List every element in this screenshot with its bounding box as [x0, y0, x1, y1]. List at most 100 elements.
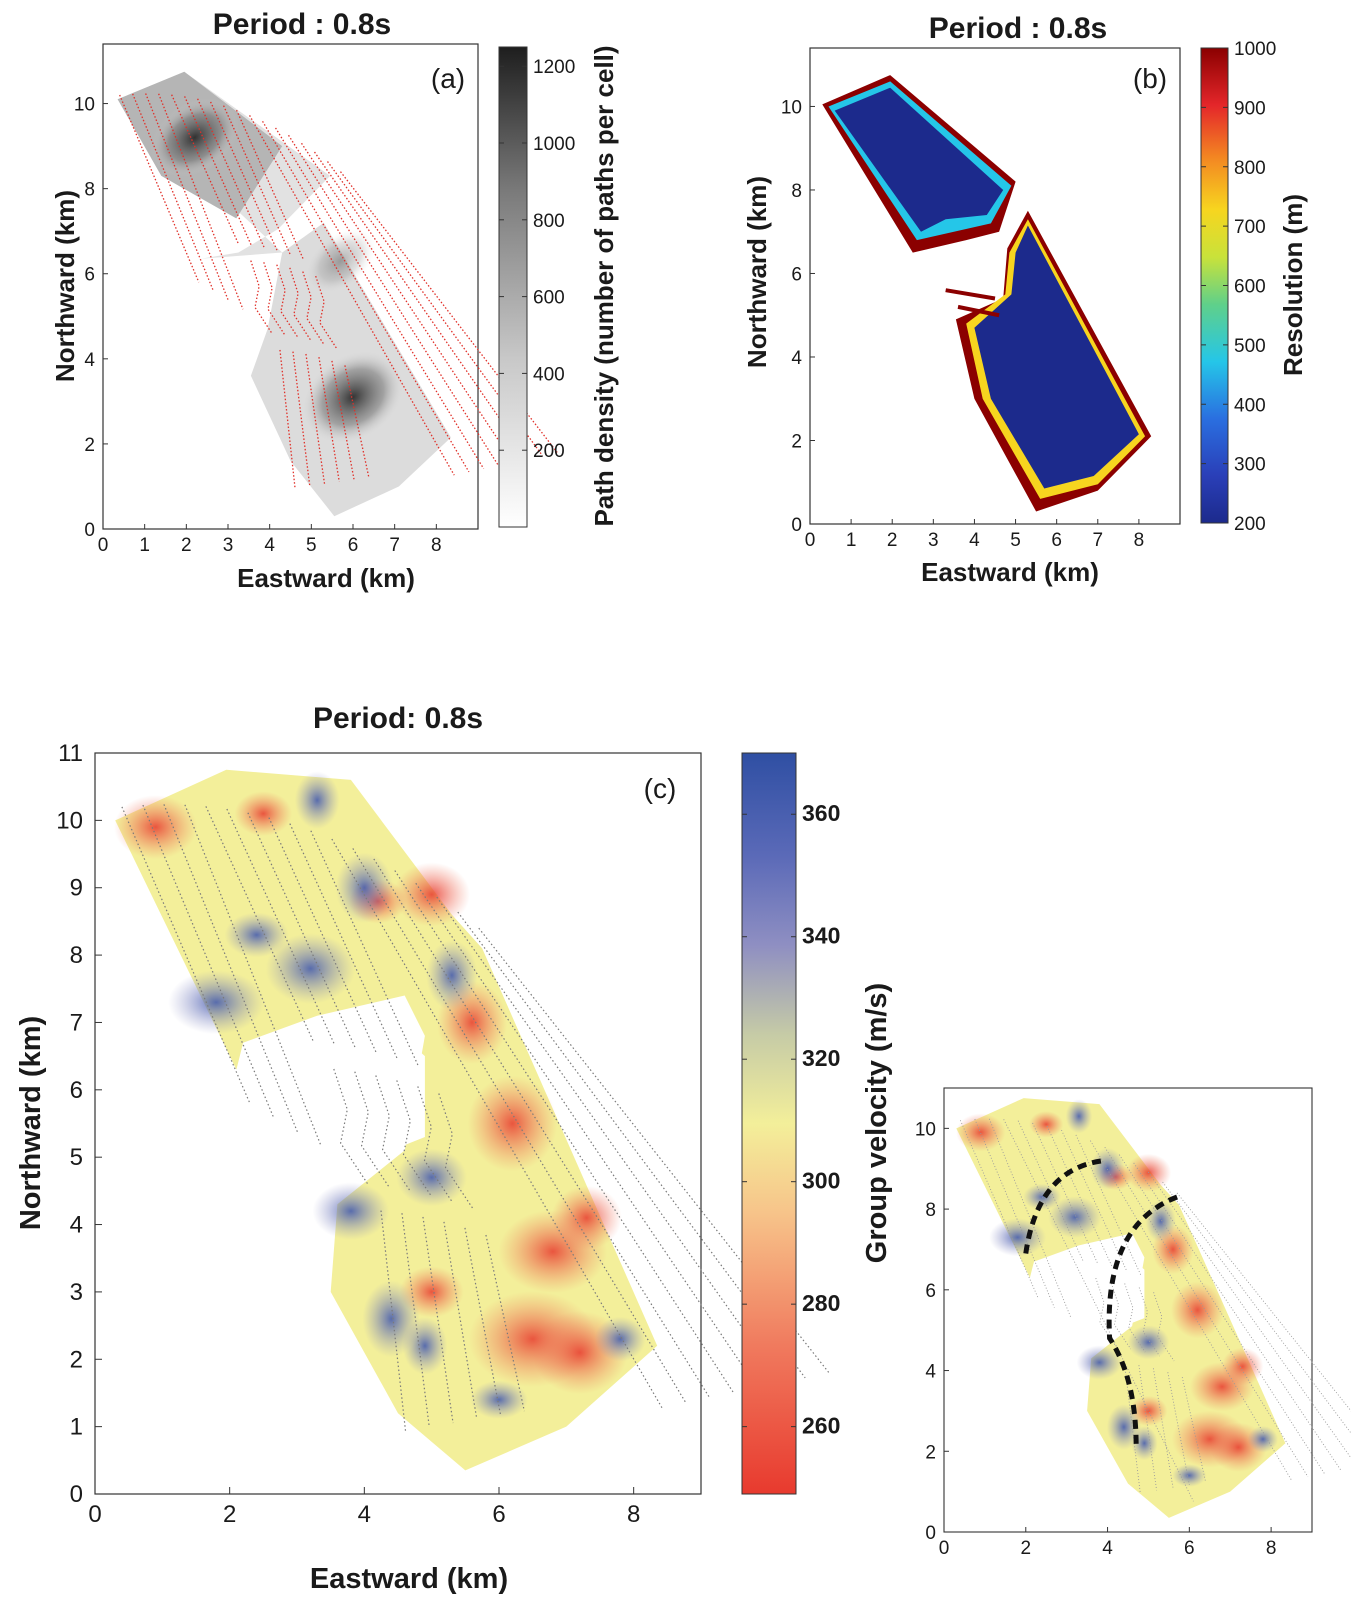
receiver-line [1075, 1134, 1142, 1277]
receiver-line [1138, 1365, 1158, 1491]
panel-c-colorbar-label: Group velocity (m/s) [861, 983, 893, 1263]
receiver-line [326, 161, 543, 457]
x-tick-label: 6 [348, 535, 359, 556]
panel-b-resolution: Period : 0.8s (b) 0 1 2 3 4 5 6 7 8 0 2 4 6 8 10 East… [742, 12, 1308, 587]
density-peak [150, 98, 239, 177]
receiver-line [436, 896, 782, 1384]
x-tick-label: 8 [1266, 1538, 1277, 1559]
y-tick-label: 6 [925, 1281, 936, 1302]
receiver-line [184, 96, 252, 246]
colorbar-tick-label: 600 [533, 288, 565, 309]
velocity-fast-anomaly [168, 970, 265, 1035]
receiver-line [226, 808, 336, 1046]
velocity-fast-anomaly [1023, 1183, 1062, 1211]
velocity-slow-anomaly [114, 795, 198, 860]
velocity-slow-anomaly [467, 1075, 558, 1172]
y-tick-label: 7 [70, 1009, 83, 1036]
receiver-line [333, 1068, 368, 1184]
y-tick-label: 1 [70, 1414, 83, 1441]
colorbar-tick-label: 600 [1234, 277, 1266, 298]
velocity-slow-anomaly [551, 1185, 622, 1250]
velocity-fast-anomaly [312, 1182, 390, 1240]
velocity-fast-anomaly [1145, 1200, 1176, 1243]
velocity-slow-anomaly [956, 1113, 1006, 1152]
receiver-line [313, 151, 529, 460]
x-tick-label: 8 [431, 535, 442, 556]
panel-c-x-ticks: 0 2 4 6 8 [88, 1487, 640, 1528]
receiver-line [1152, 1368, 1174, 1488]
receiver-line [184, 804, 322, 1147]
y-tick-label: 0 [791, 515, 802, 536]
receiver-line [250, 260, 273, 334]
receiver-line [1167, 1372, 1190, 1485]
y-tick-label: 0 [84, 520, 95, 541]
colorbar-tick-label: 1200 [533, 57, 575, 78]
receiver-line [142, 804, 275, 1118]
panel-a-colorbar [498, 46, 528, 528]
receiver-line [380, 1210, 407, 1432]
y-tick-label: 6 [84, 265, 95, 286]
receiver-line [318, 357, 340, 482]
panel-b-title: Period : 0.8s [929, 12, 1107, 45]
colorbar-tick-label: 300 [1234, 455, 1266, 476]
y-tick-label: 10 [74, 95, 95, 116]
panel-c-colorbar-ticks: 260 280 300 320 340 360 [742, 800, 840, 1439]
velocity-fast-anomaly [594, 1316, 646, 1362]
x-tick-label: 6 [1051, 530, 1062, 551]
velocity-fast-anomaly [335, 852, 394, 923]
resolution-streak [945, 288, 996, 301]
y-tick-label: 10 [781, 97, 802, 118]
panel-a-x-ticks: 0 1 2 3 4 5 6 7 8 [98, 524, 442, 556]
panel-a-receiver-lines [119, 93, 558, 490]
resolution-core [974, 225, 1139, 489]
inset-interpretation: 0 2 4 6 8 0 2 4 6 8 10 [915, 1087, 1351, 1559]
velocity-gap [337, 1029, 425, 1151]
receiver-line [222, 105, 291, 255]
y-tick-label: 10 [56, 807, 83, 834]
panel-a-x-label: Eastward (km) [237, 563, 415, 593]
colorbar-tick-label: 800 [533, 211, 565, 232]
receiver-line [292, 351, 311, 487]
panel-b-resolution-map [822, 75, 1152, 512]
x-tick-label: 4 [264, 535, 275, 556]
receiver-line [310, 830, 420, 1067]
x-tick-label: 0 [88, 1501, 101, 1528]
receiver-line [396, 1080, 431, 1196]
panel-c-receiver-lines [121, 804, 830, 1432]
receiver-line [443, 1221, 478, 1420]
receiver-line [1046, 1125, 1113, 1268]
velocity-fast-anomaly [1172, 1464, 1207, 1487]
y-tick-label: 8 [70, 942, 83, 969]
receiver-line [344, 365, 370, 477]
colorbar-tick-label: 900 [1234, 98, 1266, 119]
panel-b-colorbar-label: Resolution (m) [1278, 194, 1308, 376]
receiver-line [119, 94, 200, 283]
x-tick-label: 2 [223, 1501, 236, 1528]
panel-a-colorbar-label: Path density (number of paths per cell) [589, 45, 619, 526]
colorbar-tick-label: 500 [1234, 336, 1266, 357]
y-tick-label: 4 [84, 350, 95, 371]
velocity-fast-anomaly [1076, 1345, 1123, 1380]
colorbar-tick-label: 280 [802, 1290, 840, 1316]
x-tick-label: 3 [928, 530, 939, 551]
x-tick-label: 4 [358, 1501, 371, 1528]
velocity-fast-anomaly [426, 940, 478, 1011]
x-tick-label: 7 [389, 535, 400, 556]
receiver-line [163, 804, 298, 1133]
resolution-streak [957, 304, 1000, 318]
receiver-line [121, 806, 251, 1104]
colorbar-tick-label: 800 [1234, 158, 1266, 179]
y-tick-label: 8 [84, 180, 95, 201]
receiver-line [1138, 1287, 1160, 1357]
colorbar-tick-label: 1000 [533, 134, 575, 155]
panel-b-x-ticks: 0 1 2 3 4 5 6 7 8 [805, 519, 1144, 551]
colorbar-tick-label: 200 [533, 441, 565, 462]
x-tick-label: 6 [492, 1501, 505, 1528]
receiver-line [1153, 1292, 1175, 1362]
receiver-line [300, 142, 514, 463]
receiver-line [263, 262, 286, 335]
density-peak [301, 350, 405, 444]
panel-c-y-label: Northward (km) [15, 1016, 47, 1230]
panel-a-title: Period : 0.8s [213, 8, 391, 41]
x-tick-label: 5 [1010, 530, 1021, 551]
